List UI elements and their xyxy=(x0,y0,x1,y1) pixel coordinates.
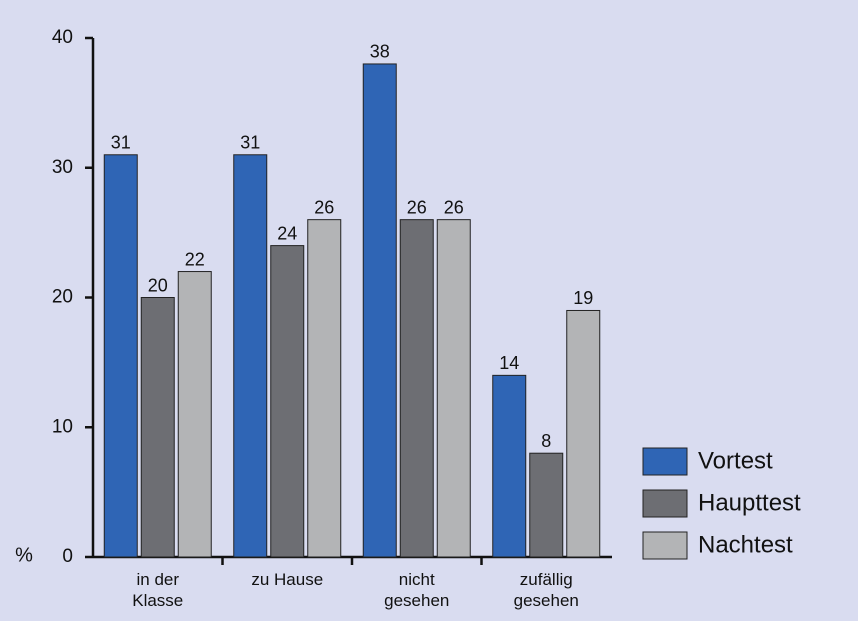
x-tick-label: zufällig gesehen xyxy=(513,570,579,610)
bar xyxy=(566,309,601,558)
y-tick-label: 10 xyxy=(52,416,73,437)
value-label: 26 xyxy=(444,197,464,217)
bar xyxy=(529,452,564,558)
value-label: 31 xyxy=(111,133,131,153)
legend-label: Nachtest xyxy=(698,531,793,558)
value-label: 38 xyxy=(370,42,390,62)
legend-swatch xyxy=(642,531,688,560)
value-label: 14 xyxy=(499,353,519,373)
bar xyxy=(177,271,212,558)
y-tick-label: 20 xyxy=(52,287,73,308)
bar xyxy=(270,245,305,558)
bar xyxy=(140,297,175,558)
bar xyxy=(436,219,471,558)
value-label: 19 xyxy=(573,288,593,308)
y-tick-label: 30 xyxy=(52,157,73,178)
bar xyxy=(103,154,138,558)
legend-label: Vortest xyxy=(698,447,773,474)
bar xyxy=(362,63,397,558)
y-tick-label: 40 xyxy=(52,27,73,48)
x-tick-label: nicht gesehen xyxy=(384,570,450,610)
x-tick-label: in der Klasse xyxy=(132,570,184,610)
legend-label: Haupttest xyxy=(698,489,801,516)
legend-swatch xyxy=(642,447,688,476)
value-label: 31 xyxy=(240,133,260,153)
bar xyxy=(399,219,434,558)
value-label: 24 xyxy=(277,223,297,243)
x-tick-label: zu Hause xyxy=(251,570,324,589)
bar xyxy=(307,219,342,558)
y-axis-label: % xyxy=(15,544,33,566)
value-label: 26 xyxy=(407,197,427,217)
value-label: 8 xyxy=(541,431,551,451)
bar xyxy=(492,374,527,558)
y-tick-label: 0 xyxy=(62,546,73,567)
value-label: 22 xyxy=(185,249,205,269)
legend-swatch xyxy=(642,489,688,518)
value-label: 26 xyxy=(314,197,334,217)
bar xyxy=(233,154,268,558)
value-label: 20 xyxy=(148,275,168,295)
